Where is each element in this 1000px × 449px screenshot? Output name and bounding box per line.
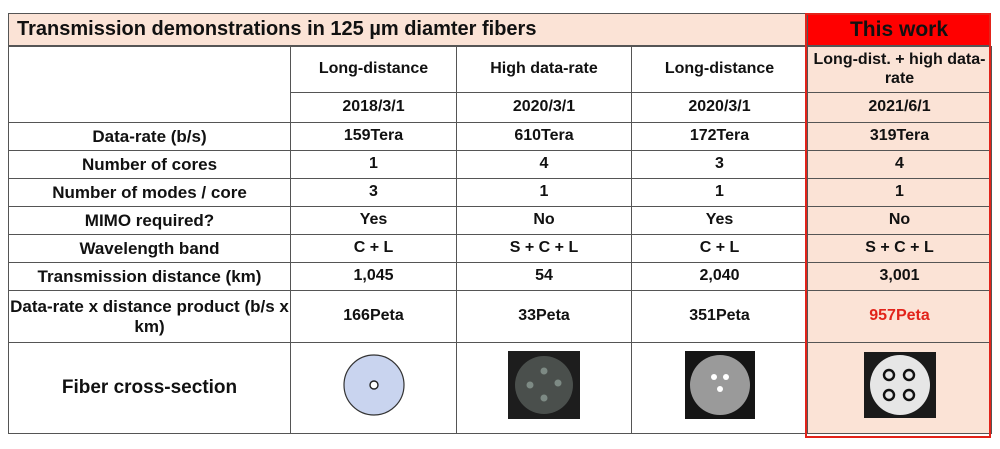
comparison-table: Long-distance High data-rate Long-distan… [8,46,992,434]
fiber-image-cell [631,342,808,434]
table-cell-this-work: 319Tera [807,122,992,151]
row-label: Wavelength band [8,234,291,263]
column-header: Long-distance [631,46,808,93]
table-cell: 166Peta [290,290,457,343]
row-label: Data-rate x distance product (b/s x km) [8,290,291,343]
table-cell: S + C + L [456,234,632,263]
table-cell: 1 [631,178,808,207]
table-cell-this-work: 957Peta [807,290,992,343]
table-cell-this-work: No [807,206,992,235]
table-cell: Yes [290,206,457,235]
table-cell: 54 [456,262,632,291]
column-header: High data-rate [456,46,632,93]
table-cell: 3 [631,150,808,179]
table-cell: C + L [631,234,808,263]
column-header: Long-distance [290,46,457,93]
table-row: Number of cores 1 4 3 4 [8,150,992,179]
fiber-image-cell-this-work [807,342,992,434]
table-row: Fiber cross-section [8,342,992,434]
table-cell: 172Tera [631,122,808,151]
column-date: 2020/3/1 [631,92,808,123]
table-row: Data-rate (b/s) 159Tera 610Tera 172Tera … [8,122,992,151]
row-label: Data-rate (b/s) [8,122,291,151]
three-core-fiber-icon [684,351,755,420]
table-cell: 1,045 [290,262,457,291]
table-cell: No [456,206,632,235]
row-label: Number of cores [8,150,291,179]
table-cell: 3 [290,178,457,207]
row-label: Transmission distance (km) [8,262,291,291]
table-cell: 1 [290,150,457,179]
table-row: Number of modes / core 3 1 1 1 [8,178,992,207]
table-row: Wavelength band C + L S + C + L C + L S … [8,234,992,263]
fiber-image-cell [456,342,632,434]
table-cell: 4 [456,150,632,179]
table-row: MIMO required? Yes No Yes No [8,206,992,235]
four-core-fiber-dark-icon [508,351,580,420]
empty-corner-cell [8,46,291,123]
column-date: 2018/3/1 [290,92,457,123]
table-cell: C + L [290,234,457,263]
table-cell-this-work: 4 [807,150,992,179]
table-cell-this-work: S + C + L [807,234,992,263]
this-work-label: This work [807,13,991,46]
table-row: Data-rate x distance product (b/s x km) … [8,290,992,343]
column-date: 2020/3/1 [456,92,632,123]
table-cell: 351Peta [631,290,808,343]
row-label: MIMO required? [8,206,291,235]
table-row: Transmission distance (km) 1,045 54 2,04… [8,262,992,291]
row-label: Number of modes / core [8,178,291,207]
table-cell: 159Tera [290,122,457,151]
table-cell: 2,040 [631,262,808,291]
column-header-this-work: Long-dist. + high data-rate [807,46,992,93]
table-cell: 1 [456,178,632,207]
four-core-fiber-light-icon [863,352,936,419]
table-cell: Yes [631,206,808,235]
comparison-slide: Transmission demonstrations in 125 µm di… [8,13,992,438]
table-cell-this-work: 1 [807,178,992,207]
table-title: Transmission demonstrations in 125 µm di… [8,13,807,46]
column-date-this-work: 2021/6/1 [807,92,992,123]
single-core-fiber-icon [341,352,407,418]
table-cell: 33Peta [456,290,632,343]
fiber-image-cell [290,342,457,434]
row-label: Fiber cross-section [8,342,291,434]
table-cell-this-work: 3,001 [807,262,992,291]
table-cell: 610Tera [456,122,632,151]
